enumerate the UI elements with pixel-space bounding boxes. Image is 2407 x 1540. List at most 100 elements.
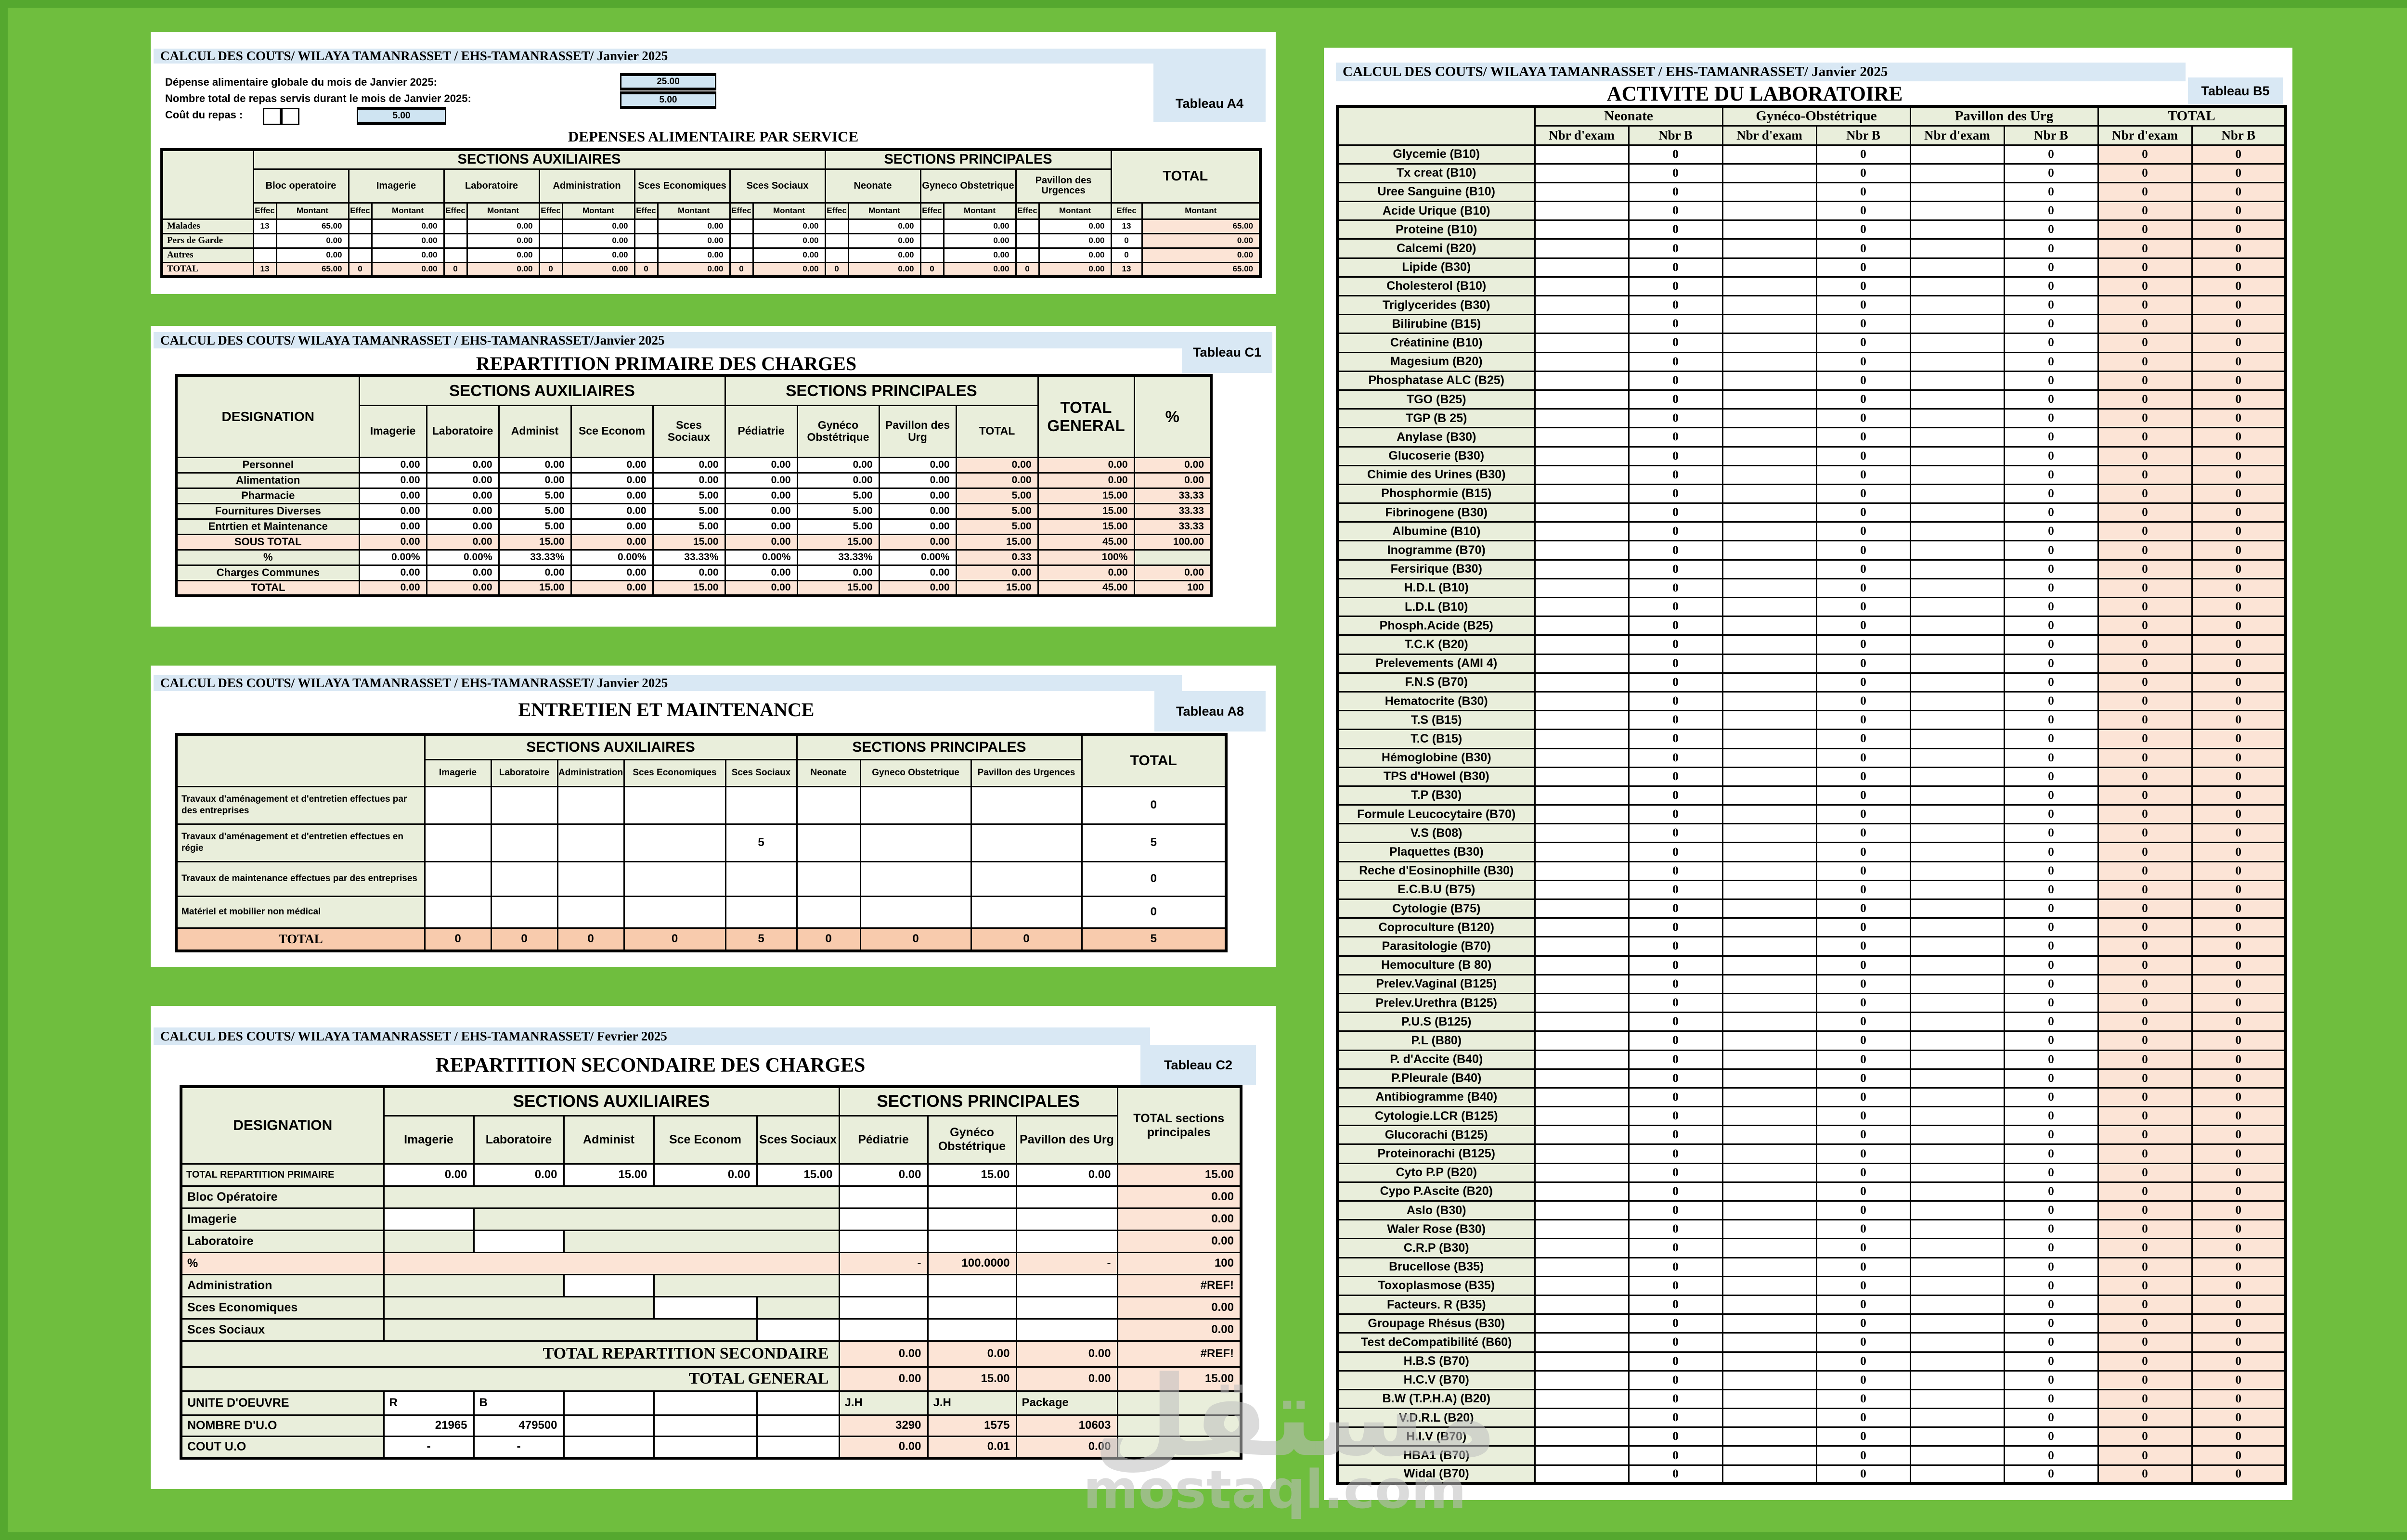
test-label: Hémoglobine (B30)	[1336, 747, 1536, 768]
value-cell	[1909, 1219, 2005, 1240]
value-cell	[1721, 747, 1817, 768]
value-cell: 0	[2191, 1030, 2287, 1051]
table-row: P. d'Accite (B40) 0 0 0 0 0	[1336, 1049, 2287, 1070]
value-cell: 0	[2097, 785, 2193, 806]
value-cell: 0	[1628, 389, 1723, 410]
table-row: Anylase (B30) 0 0 0 0 0	[1336, 427, 2287, 448]
value-cell: 0	[2003, 974, 2099, 994]
value-cell	[1534, 1068, 1630, 1089]
value-cell: 0	[1628, 521, 1723, 542]
table-row: Hemoculture (B 80) 0 0 0 0 0	[1336, 955, 2287, 975]
row-total	[1116, 1414, 1242, 1437]
effec-value	[1015, 247, 1040, 263]
table-row: TOTAL 0.00 0.00 15.00 0.00 15.00 0.00 15.00 0.00…	[175, 579, 1212, 597]
test-label: Test deCompatibilité (B60)	[1336, 1332, 1536, 1353]
table-row: Créatinine (B10) 0 0 0 0 0	[1336, 333, 2287, 353]
value-cell	[1534, 1238, 1630, 1258]
montant-value: 0.00	[752, 247, 826, 263]
value-cell	[838, 1185, 929, 1209]
value-cell	[1534, 1181, 1630, 1202]
value-cell: 5.00	[955, 487, 1039, 504]
repas-value-field[interactable]: 5.00	[620, 91, 716, 109]
value-cell: 0	[2003, 1408, 2099, 1428]
value-cell	[1721, 936, 1817, 957]
value-cell: 0	[2191, 559, 2287, 579]
value-cell	[556, 785, 625, 825]
value-cell: 0.00	[426, 502, 500, 520]
value-cell	[424, 823, 492, 862]
row-label: %	[180, 1251, 385, 1275]
open-cell[interactable]	[383, 1207, 475, 1231]
montant-value: 0.00	[752, 218, 826, 234]
value-cell: 0	[1628, 408, 1723, 429]
value-cell	[1909, 1313, 2005, 1334]
table-row: Phosphormie (B15) 0 0 0 0 0	[1336, 483, 2287, 504]
value-cell	[756, 1414, 840, 1437]
value-cell: 0	[1628, 955, 1723, 975]
table-row: Imagerie 0.00	[180, 1207, 1242, 1231]
value-cell	[1909, 1125, 2005, 1145]
value-cell: 0	[1628, 616, 1723, 636]
value-cell	[859, 785, 972, 825]
test-label: Tx creat (B10)	[1336, 163, 1536, 183]
effec-header: Effec	[443, 202, 468, 220]
total-general-value: 45.00	[1037, 579, 1135, 597]
value-cell	[1909, 691, 2005, 712]
value-cell	[1721, 785, 1817, 806]
merged-green-cell	[756, 1296, 840, 1320]
open-cell[interactable]	[473, 1229, 565, 1253]
effec-header: Effec	[348, 202, 373, 220]
cout-value-field[interactable]: 5.00	[357, 107, 446, 125]
value-cell	[1721, 1370, 1817, 1390]
table-row: TOTAL 13 65.00 0 0.00 0 0.00 0 0.00 0 0.00 0 0.00 0 0.…	[161, 261, 1261, 278]
value-cell: 0.00	[358, 472, 427, 489]
montant-value: 0.00	[275, 247, 349, 263]
cout-empty-cell-1[interactable]	[263, 108, 281, 125]
value-cell	[1909, 559, 2005, 579]
table-row: Uree Sanguine (B10) 0 0 0 0 0	[1336, 181, 2287, 203]
test-label: Facteurs. R (B35)	[1336, 1294, 1536, 1315]
test-label: Phosph.Acide (B25)	[1336, 616, 1536, 636]
table-row: Proteinorachi (B125) 0 0 0 0 0	[1336, 1143, 2287, 1164]
value-cell: 0	[2191, 1332, 2287, 1353]
value-cell: 0	[2003, 653, 2099, 674]
value-cell	[1909, 219, 2005, 240]
row-label: TOTAL REPARTITION PRIMAIRE	[180, 1163, 385, 1187]
row-label: Travaux d'aménagement et d'entretien eff…	[175, 823, 426, 862]
value-cell: 0	[1815, 1087, 1911, 1108]
effec-header: Effec	[1110, 202, 1143, 220]
watermark-latin: mostaql.com	[1083, 1459, 1467, 1520]
montant-header: Montant	[752, 202, 826, 220]
sections-auxiliaires-header: SECTIONS AUXILIAIRES	[358, 374, 726, 406]
effec-value	[634, 247, 659, 263]
value-cell: 0	[2191, 1408, 2287, 1428]
value-cell: 0	[2003, 464, 2099, 485]
value-cell: 0	[2097, 464, 2193, 485]
watermark-arabic: مستقل	[1093, 1353, 1498, 1481]
row-total: 0.00	[1116, 1185, 1242, 1209]
value-cell: -	[383, 1435, 475, 1459]
value-cell: 0.00	[570, 564, 654, 581]
value-cell: 0	[1815, 295, 1911, 316]
test-label: V.S (B08)	[1336, 823, 1536, 844]
value-cell: 0	[2003, 446, 2099, 466]
open-cell[interactable]	[563, 1273, 655, 1297]
cout-empty-cell-2[interactable]	[281, 108, 299, 125]
value-cell: 0	[2191, 1049, 2287, 1070]
value-cell: 0.00	[498, 564, 572, 581]
total-value: 0	[796, 927, 861, 952]
open-cell[interactable]	[653, 1296, 758, 1320]
value-cell	[1909, 502, 2005, 523]
open-cell[interactable]	[756, 1318, 840, 1342]
test-label: Prelevements (AMI 4)	[1336, 653, 1536, 674]
table-row: Acide Urique (B10) 0 0 0 0 0	[1336, 201, 2287, 221]
montant-value: 0.00	[1141, 232, 1261, 249]
depense-value-field[interactable]: 25.00	[620, 73, 716, 90]
value-cell	[1721, 219, 1817, 240]
value-cell: 0	[2191, 1238, 2287, 1258]
value-cell: 0	[2191, 295, 2287, 316]
value-cell: 0.00	[1015, 1340, 1118, 1368]
row-label: SOUS TOTAL	[175, 533, 360, 551]
unit-cell: J.H	[838, 1390, 929, 1416]
table-b5-title: ACTIVITE DU LABORATOIRE	[1606, 83, 1903, 105]
